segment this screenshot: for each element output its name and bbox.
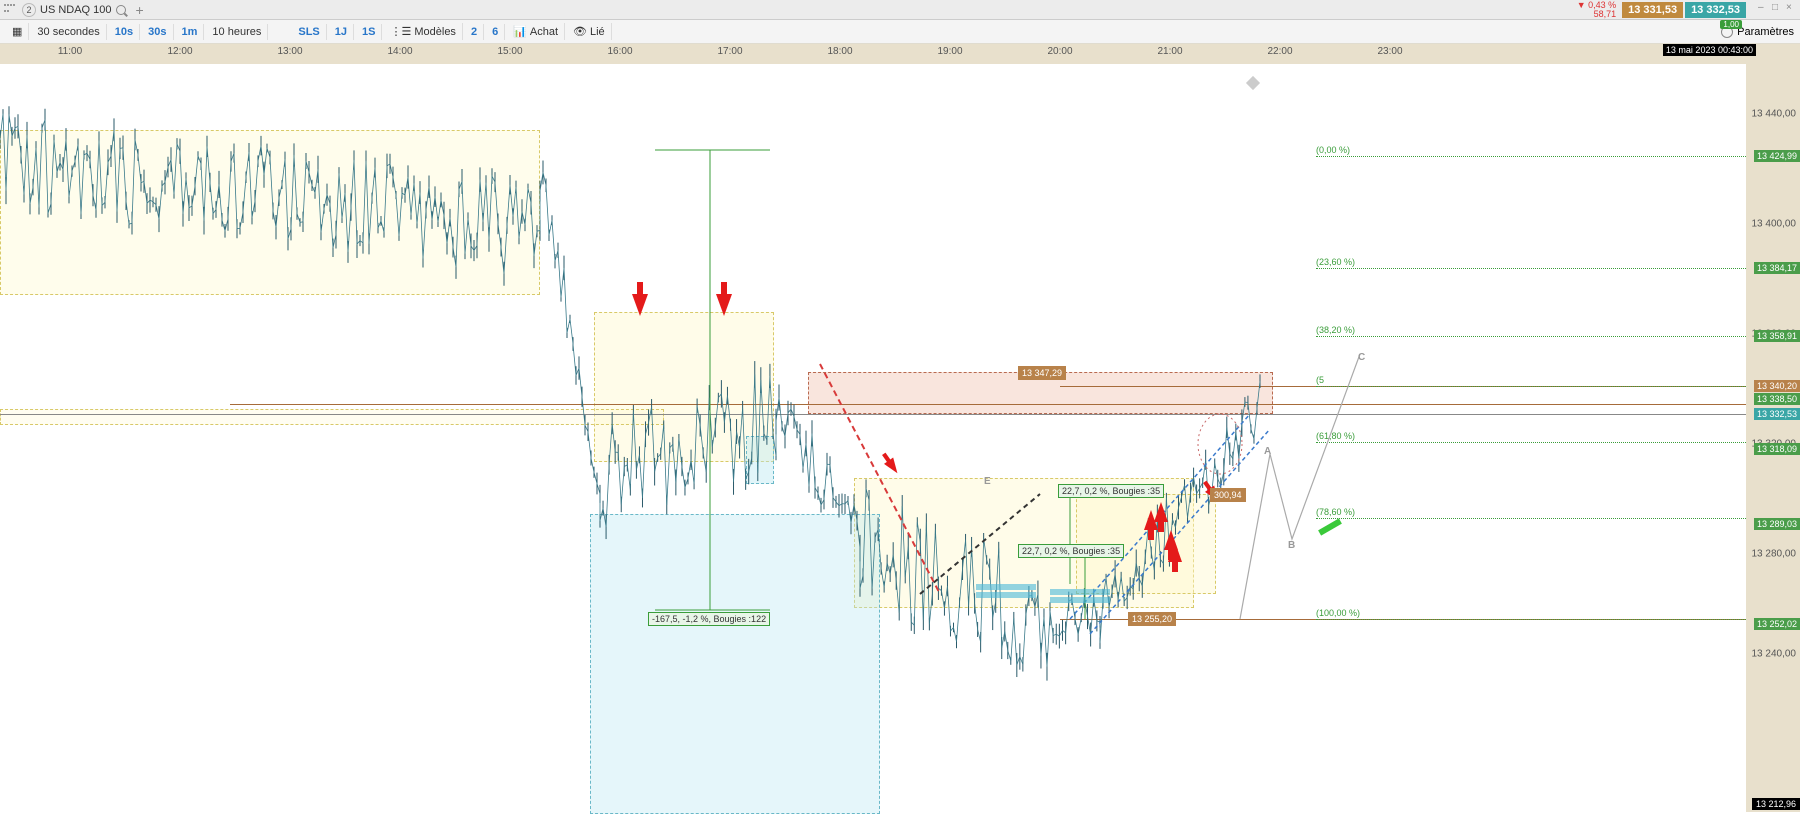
price-label: 13 358,91: [1754, 330, 1800, 342]
wave-label: E: [984, 476, 991, 487]
red-arrow-icon: [1154, 502, 1168, 522]
wave-label: A: [1264, 446, 1271, 457]
range-bar: [976, 584, 1036, 590]
tf-30s[interactable]: 30s: [142, 24, 173, 40]
toolbar: ▦ 30 secondes 10s 30s 1m 10 heures SLS 1…: [0, 20, 1800, 44]
link-btn[interactable]: 👁 Lié: [567, 23, 612, 40]
price-label: 13 424,99: [1754, 150, 1800, 162]
close-icon[interactable]: ×: [1786, 2, 1796, 12]
tab-bar: 2 US NDAQ 100 + ▼ 0,43 % 58,71 13 331,53…: [0, 0, 1800, 20]
price-label: 13 384,17: [1754, 262, 1800, 274]
wave-label: C: [1358, 352, 1365, 363]
price-label: 13 332,53: [1754, 408, 1800, 420]
models-btn[interactable]: ⋮☰ Modèles: [384, 23, 462, 40]
price-label: 13 340,20: [1754, 380, 1800, 392]
time-tick: 18:00: [827, 46, 852, 57]
ask-price[interactable]: 13 332,53: [1685, 2, 1746, 18]
tf-1j[interactable]: 1J: [329, 24, 354, 40]
price-stats: ▼ 0,43 % 58,71 13 331,53 13 332,53: [1577, 0, 1746, 20]
change-block: ▼ 0,43 % 58,71: [1577, 1, 1616, 19]
annotation-label: 13 347,29: [1018, 366, 1066, 380]
time-tick: 19:00: [937, 46, 962, 57]
price-tick: 13 440,00: [1752, 109, 1797, 120]
price-axis: 13 440,0013 400,0013 360,0013 320,0013 2…: [1746, 64, 1800, 812]
price-tick: 13 240,00: [1752, 649, 1797, 660]
grid-icon[interactable]: ▦: [6, 23, 29, 40]
time-tick: 22:00: [1267, 46, 1292, 57]
range-bar: [1050, 597, 1110, 603]
model-6[interactable]: 6: [486, 24, 505, 40]
tf-1m[interactable]: 1m: [176, 24, 205, 40]
price-tick: 13 280,00: [1752, 549, 1797, 560]
hours-range[interactable]: 10 heures: [206, 24, 268, 40]
price-label: 13 289,03: [1754, 518, 1800, 530]
annotation-label: 22,7, 0,2 %, Bougies :35: [1018, 544, 1124, 558]
max-icon[interactable]: □: [1772, 2, 1782, 12]
time-tick: 21:00: [1157, 46, 1182, 57]
interval-select[interactable]: 30 secondes: [31, 24, 106, 40]
time-axis: 13 mai 2023 00:43:00 11:00 12:00 13:00 14:0…: [0, 44, 1800, 64]
red-arrow-icon: [1168, 542, 1182, 562]
symbol-name[interactable]: US NDAQ 100: [40, 4, 112, 16]
change-abs: 58,71: [1577, 10, 1616, 19]
range-bar: [976, 592, 1036, 598]
time-tick: 17:00: [717, 46, 742, 57]
window-controls: – □ ×: [1758, 2, 1796, 12]
sls-btn[interactable]: SLS: [292, 24, 326, 40]
annotation-label: -167,5, -1,2 %, Bougies :122: [648, 612, 770, 626]
red-arrow-icon: [632, 294, 648, 316]
buy-btn[interactable]: 📊 Achat: [507, 23, 565, 40]
min-icon[interactable]: –: [1758, 2, 1768, 12]
tab-count-badge: 2: [22, 3, 36, 17]
drag-handle-icon[interactable]: [4, 4, 16, 16]
chart-area[interactable]: 13 440,0013 400,0013 360,0013 320,0013 2…: [0, 64, 1800, 812]
add-tab-button[interactable]: +: [136, 2, 144, 18]
current-time-marker: 13 mai 2023 00:43:00: [1663, 44, 1756, 56]
time-tick: 16:00: [607, 46, 632, 57]
annotation-label: 22,7, 0,2 %, Bougies :35: [1058, 484, 1164, 498]
time-tick: 14:00: [387, 46, 412, 57]
tf-10s[interactable]: 10s: [109, 24, 140, 40]
params-label[interactable]: Paramètres: [1737, 26, 1794, 38]
time-tick: 13:00: [277, 46, 302, 57]
annotation-label: 13 255,20: [1128, 612, 1176, 626]
time-tick: 20:00: [1047, 46, 1072, 57]
price-label: 13 318,09: [1754, 443, 1800, 455]
range-bar: [1050, 589, 1110, 595]
model-2[interactable]: 2: [465, 24, 484, 40]
price-chart: [0, 64, 1746, 812]
spread-badge: 1,00: [1720, 20, 1742, 29]
annotation-label: 300,94: [1210, 488, 1246, 502]
time-tick: 15:00: [497, 46, 522, 57]
bid-price[interactable]: 13 331,53: [1622, 2, 1683, 18]
price-label: 13 338,50: [1754, 393, 1800, 405]
time-tick: 11:00: [58, 46, 82, 57]
search-icon[interactable]: [116, 5, 126, 15]
tf-1s[interactable]: 1S: [356, 24, 382, 40]
price-label: 13 252,02: [1754, 618, 1800, 630]
time-tick: 23:00: [1377, 46, 1402, 57]
wave-label: B: [1288, 540, 1295, 551]
time-tick: 12:00: [167, 46, 192, 57]
price-tick: 13 400,00: [1752, 219, 1797, 230]
red-arrow-icon: [716, 294, 732, 316]
bottom-price-marker: 13 212,96: [1752, 798, 1800, 810]
